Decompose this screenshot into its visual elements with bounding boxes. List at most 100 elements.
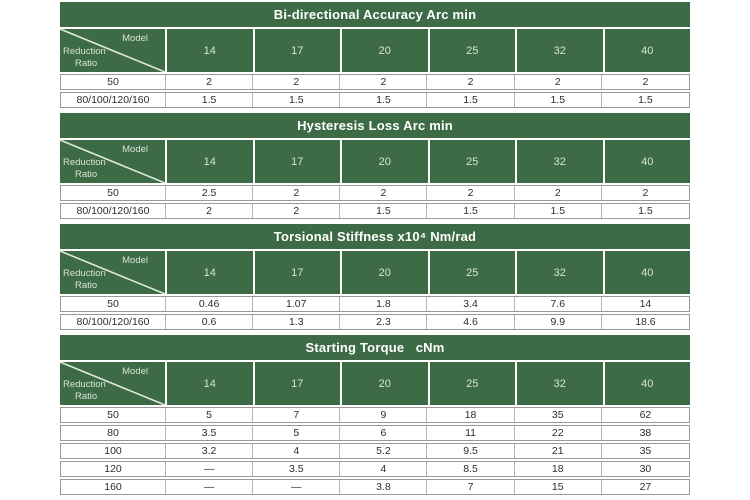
model-axis-label: Model: [122, 255, 148, 266]
value-cell: 2: [427, 75, 515, 89]
reduction-ratio-label-line2: Ratio: [75, 280, 98, 291]
value-cell: 2.3: [340, 315, 428, 329]
table-title: Bi-directional Accuracy Arc min: [273, 7, 477, 22]
spec-table: Torsional Stiffness x10⁴ Nm/rad Model Re…: [60, 224, 690, 330]
value-cell: 1.3: [253, 315, 341, 329]
value-cell: 7: [253, 408, 341, 422]
model-axis-label: Model: [122, 144, 148, 155]
value-cell: 4: [253, 444, 341, 458]
value-cell: 2: [515, 186, 602, 200]
value-cell: 35: [515, 408, 602, 422]
table-header-row: Model Reduction Ratio 14 17 20 25 32 40: [60, 362, 690, 405]
model-column-header: 20: [342, 362, 428, 405]
value-cell: 5.2: [340, 444, 428, 458]
table-row: 50 0.46 1.07 1.8 3.4 7.6 14: [60, 296, 690, 312]
value-cell: 1.5: [427, 93, 515, 107]
table-row: 80/100/120/160 0.6 1.3 2.3 4.6 9.9 18.6: [60, 314, 690, 330]
diagonal-divider-line: [60, 29, 165, 72]
reduction-ratio-cell: 80: [61, 426, 166, 440]
tables-root: Bi-directional Accuracy Arc min Model Re…: [60, 2, 690, 495]
model-column-header: 25: [429, 362, 515, 405]
table-row: 50 5 7 9 18 35 62: [60, 407, 690, 423]
value-cell: 8.5: [427, 462, 515, 476]
value-cell: 2: [253, 75, 341, 89]
value-cell: 4.6: [427, 315, 515, 329]
value-cell: 1.5: [166, 93, 254, 107]
value-cell: —: [253, 480, 341, 494]
table-header-row: Model Reduction Ratio 14 17 20 25 32 40: [60, 140, 690, 183]
model-axis-label: Model: [122, 33, 148, 44]
reduction-ratio-cell: 80/100/120/160: [61, 204, 166, 218]
reduction-ratio-cell: 80/100/120/160: [61, 93, 166, 107]
reduction-ratio-cell: 120: [61, 462, 166, 476]
value-cell: 9: [340, 408, 428, 422]
model-column-header: 20: [342, 140, 428, 183]
corner-cell: Model Reduction Ratio: [60, 362, 165, 405]
value-cell: 4: [340, 462, 428, 476]
value-cell: 5: [166, 408, 254, 422]
table-row: 80/100/120/160 2 2 1.5 1.5 1.5 1.5: [60, 203, 690, 219]
reduction-ratio-cell: 50: [61, 297, 166, 311]
reduction-ratio-cell: 100: [61, 444, 166, 458]
value-cell: 7.6: [515, 297, 602, 311]
value-cell: 2: [642, 187, 649, 199]
value-cell: 11: [427, 426, 515, 440]
value-cell: 1.5: [340, 204, 428, 218]
value-cell: 2: [253, 186, 341, 200]
reduction-ratio-label-line1: Reduction: [63, 157, 106, 168]
value-cell: 3.4: [427, 297, 515, 311]
value-cell: 7: [427, 480, 515, 494]
value-cell: 1.5: [253, 93, 341, 107]
value-cell: 2.5: [166, 186, 254, 200]
model-column-header: 25: [429, 140, 515, 183]
table-title: Hysteresis Loss Arc min: [297, 118, 453, 133]
model-column-header: 32: [517, 140, 603, 183]
table-title: Starting Torque cNm: [305, 340, 445, 355]
diagonal-divider-line: [60, 251, 165, 294]
model-column-header: 40: [604, 251, 690, 294]
table-title-bar: Starting Torque cNm: [60, 335, 690, 360]
value-cell: 0.46: [166, 297, 254, 311]
value-cell: 2: [515, 75, 602, 89]
spec-table: Hysteresis Loss Arc min Model Reduction …: [60, 113, 690, 219]
reduction-ratio-cell: 80/100/120/160: [61, 315, 166, 329]
value-cell: 1.07: [253, 297, 341, 311]
table-title: Torsional Stiffness x10⁴ Nm/rad: [273, 229, 477, 244]
value-cell: 1.5: [515, 93, 602, 107]
reduction-ratio-label-line2: Ratio: [75, 391, 98, 402]
table-row: 120—3.5 4 8.5 18 30: [60, 461, 690, 477]
table-title-bar: Bi-directional Accuracy Arc min: [60, 2, 690, 27]
value-cell: 27: [639, 481, 652, 493]
model-column-header: 40: [604, 29, 690, 72]
reduction-ratio-label-line1: Reduction: [63, 379, 106, 390]
model-axis-label: Model: [122, 366, 148, 377]
value-cell: 2: [166, 204, 254, 218]
value-cell: 3.5: [166, 426, 254, 440]
reduction-ratio-label-line2: Ratio: [75, 169, 98, 180]
value-cell: 1.5: [638, 94, 653, 106]
table-row: 100 3.2 4 5.2 9.5 21 35: [60, 443, 690, 459]
table-row: 80 3.5 5 6 11 22 38: [60, 425, 690, 441]
value-cell: 18.6: [635, 316, 656, 328]
model-column-header: 32: [517, 362, 603, 405]
model-column-header: 14: [167, 140, 253, 183]
value-cell: 2: [642, 76, 649, 88]
value-cell: 2: [340, 75, 428, 89]
value-cell: 9.9: [515, 315, 602, 329]
reduction-ratio-cell: 50: [61, 75, 166, 89]
value-cell: 2: [340, 186, 428, 200]
corner-cell: Model Reduction Ratio: [60, 29, 165, 72]
model-column-header: 40: [604, 140, 690, 183]
model-column-header: 40: [604, 362, 690, 405]
value-cell: 62: [639, 409, 652, 421]
value-cell: 1.5: [340, 93, 428, 107]
table-header-row: Model Reduction Ratio 14 17 20 25 32 40: [60, 251, 690, 294]
table-row: 50 2 2 2 2 2 2: [60, 74, 690, 90]
spec-table: Starting Torque cNm Model Reduction Rati…: [60, 335, 690, 495]
value-cell: 1.8: [340, 297, 428, 311]
value-cell: 21: [515, 444, 602, 458]
model-column-header: 17: [254, 362, 340, 405]
value-cell: 3.5: [253, 462, 341, 476]
value-cell: 3.8: [340, 480, 428, 494]
